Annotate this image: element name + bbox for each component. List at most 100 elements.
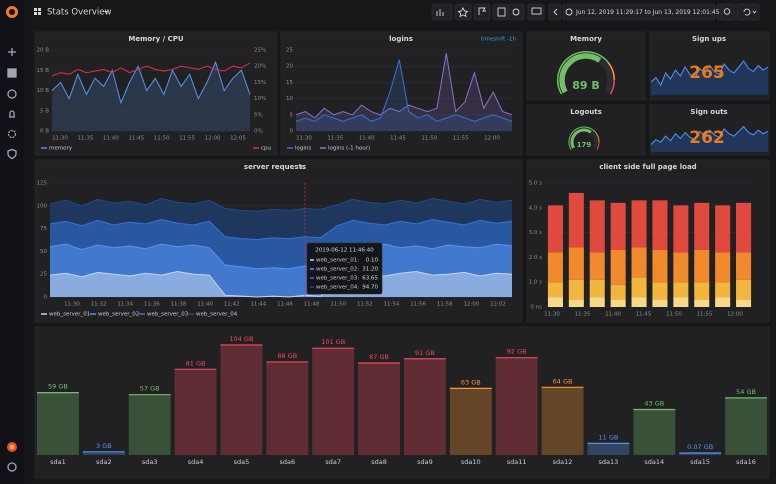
sparkline xyxy=(650,60,769,87)
x-tick-label: 12:00 xyxy=(484,136,500,142)
value-label: 104 GB xyxy=(229,335,253,343)
y-tick-label: 3.0 s xyxy=(529,230,542,236)
x-tick-label: 11:58 xyxy=(437,302,453,308)
tooltip-name: web_server_03: xyxy=(316,276,359,282)
legend-label[interactable]: memory xyxy=(49,146,73,152)
panel-title[interactable]: Sign ups xyxy=(692,35,726,43)
x-tick-label: 11:50 xyxy=(154,136,170,142)
bar xyxy=(679,453,722,455)
bar-segment xyxy=(568,192,584,248)
category-label: sda15 xyxy=(690,458,710,466)
value-label: 91 GB xyxy=(415,349,435,357)
sparkline-area xyxy=(651,126,768,152)
time-range[interactable]: Jun 12, 2019 11:29:17 to Jun 13, 2019 12… xyxy=(575,9,720,16)
time-back-button[interactable] xyxy=(548,3,562,21)
category-label: sda7 xyxy=(325,458,341,466)
x-tick-label: 11:40 xyxy=(103,136,119,142)
help-icon[interactable] xyxy=(7,462,17,472)
panel-title[interactable]: Sign outs xyxy=(690,108,727,116)
y-tick-label: 25 xyxy=(286,48,293,54)
series-line xyxy=(49,270,513,298)
y-tick-label: 0 xyxy=(290,129,294,135)
bar xyxy=(495,357,538,455)
add-panel-button[interactable] xyxy=(431,3,453,21)
x-tick-label: 11:52 xyxy=(357,302,373,308)
tooltip-value: 31.20 xyxy=(362,267,378,273)
save-button[interactable] xyxy=(492,3,510,21)
admin-icon[interactable] xyxy=(7,148,17,160)
user-avatar[interactable] xyxy=(7,442,17,452)
y-tick-label: 75 xyxy=(40,226,47,232)
gauge-arc xyxy=(609,79,615,95)
category-label: sda4 xyxy=(188,458,204,466)
create-icon[interactable] xyxy=(8,48,16,56)
bar xyxy=(312,348,355,455)
legend-label[interactable]: cpu xyxy=(261,146,271,152)
share-button[interactable] xyxy=(473,3,491,21)
tv-mode-button[interactable] xyxy=(527,3,545,21)
y-tick-label: 10 B xyxy=(36,88,49,94)
stat-value: 265 xyxy=(689,63,725,83)
value-label: 87 GB xyxy=(369,353,389,361)
bar-segment xyxy=(589,200,605,253)
legend-label[interactable]: logins (-1 hour) xyxy=(328,146,370,152)
star-button[interactable] xyxy=(454,3,472,21)
y-tick-label: 0% xyxy=(254,129,263,135)
bar xyxy=(587,443,630,455)
explore-icon[interactable] xyxy=(7,89,17,99)
bar-segment xyxy=(694,249,710,283)
legend-label[interactable]: web_server_03 xyxy=(147,312,189,318)
series-line xyxy=(51,60,251,105)
x-tick-label: 11:35 xyxy=(575,312,591,318)
settings-button[interactable] xyxy=(507,3,525,21)
value-label: 63 GB xyxy=(461,378,481,386)
y-tick-label: 5 B xyxy=(40,108,49,114)
panel-title[interactable]: Memory xyxy=(570,35,602,43)
bar-segment xyxy=(736,252,752,280)
x-tick-label: 11:44 xyxy=(250,302,266,308)
series-area xyxy=(50,271,512,297)
y-tick-label: 25% xyxy=(254,48,266,54)
category-label: sda12 xyxy=(553,458,573,466)
x-tick-label: 11:40 xyxy=(197,302,213,308)
x-tick-label: 11:38 xyxy=(171,302,187,308)
tooltip-name: web_server_01: xyxy=(316,258,359,264)
gauge-arc xyxy=(559,53,602,94)
bar-segment xyxy=(694,282,710,300)
alerting-icon[interactable] xyxy=(9,110,15,118)
dashboard-title[interactable]: Stats Overview xyxy=(47,8,111,18)
legend-label[interactable]: logins xyxy=(295,146,311,152)
title-caret xyxy=(300,166,303,168)
grafana-logo[interactable] xyxy=(6,6,18,18)
x-tick-label: 12:00 xyxy=(727,312,743,318)
panel-title[interactable]: logins xyxy=(389,35,413,43)
series-line xyxy=(49,218,513,241)
panel-link[interactable]: timeshift -1h xyxy=(481,37,517,43)
legend-label[interactable]: web_server_04 xyxy=(196,312,238,318)
refresh-button[interactable] xyxy=(736,3,760,21)
bar xyxy=(37,392,79,455)
y-tick-label: 5 xyxy=(290,112,294,118)
bar xyxy=(128,394,171,455)
category-label: sda8 xyxy=(371,458,387,466)
dashboards-icon[interactable] xyxy=(7,68,17,78)
tooltip-name: web_server_02: xyxy=(316,267,359,273)
legend-label[interactable]: web_server_02 xyxy=(98,312,139,318)
zoom-out-button[interactable] xyxy=(720,3,736,21)
x-tick-label: 11:30 xyxy=(544,312,560,318)
panel-title[interactable]: server requests xyxy=(244,163,306,171)
y-tick-label: 20 B xyxy=(36,48,49,54)
series-area xyxy=(296,53,512,132)
x-tick-label: 11:32 xyxy=(91,302,107,308)
time-picker[interactable] xyxy=(562,3,716,21)
config-icon[interactable] xyxy=(7,129,17,139)
legend-label[interactable]: web_server_01 xyxy=(49,312,90,318)
panel-title[interactable]: client side full page load xyxy=(599,163,696,171)
panel-title[interactable]: Memory / CPU xyxy=(128,35,184,43)
panel-title[interactable]: Logouts xyxy=(570,108,602,116)
bar-segment xyxy=(568,279,584,300)
panel xyxy=(34,326,770,479)
bar-segment xyxy=(736,279,752,300)
gauge-arc xyxy=(557,51,609,95)
category-label: sda6 xyxy=(279,458,295,466)
